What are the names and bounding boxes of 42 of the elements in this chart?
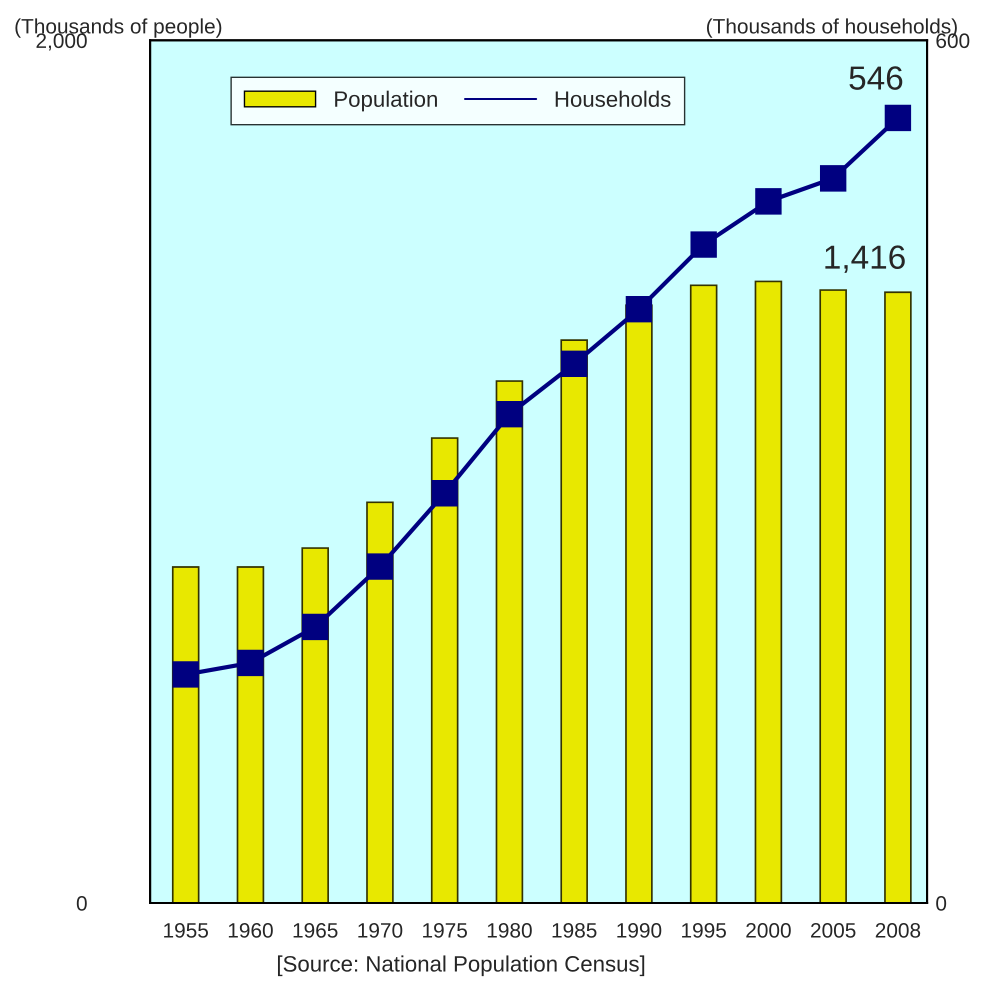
x-tick-label: 1995 [682, 923, 726, 938]
point [496, 400, 523, 428]
bar [884, 291, 912, 904]
x-tick-label: 1965 [294, 923, 338, 938]
bar [819, 289, 847, 904]
bar [690, 284, 718, 904]
x-tick-label: 1955 [164, 923, 208, 938]
y2-tick-label: 0 [936, 896, 946, 911]
x-tick-label: 1980 [488, 923, 532, 938]
bar [301, 547, 329, 904]
point [431, 480, 458, 506]
point [560, 350, 588, 378]
point [690, 231, 717, 258]
bar [560, 339, 588, 904]
x-tick-label: 1970 [358, 923, 402, 938]
x-tick-label: 1990 [617, 923, 662, 938]
annotation: 1,416 [825, 245, 905, 273]
legend-label: Population [335, 90, 437, 112]
point [366, 553, 394, 580]
x-tick-label: 1975 [423, 923, 467, 938]
bar [496, 380, 524, 904]
bar [754, 280, 782, 904]
bar [430, 437, 458, 904]
x-tick-label: 2005 [811, 923, 856, 938]
point [302, 614, 328, 640]
x-tick-label: 2000 [746, 923, 791, 938]
x-tick-label: 1985 [552, 923, 596, 938]
bar [625, 304, 653, 904]
x-tick-label: 2008 [876, 923, 920, 938]
point [820, 165, 846, 192]
bar [366, 501, 394, 904]
point [755, 188, 782, 215]
point [884, 104, 912, 132]
x-tick-label: 1960 [228, 923, 273, 938]
annotation: 546 [849, 66, 902, 90]
bar [172, 566, 200, 904]
bar [236, 566, 264, 904]
text: [Source: National Population Census] [278, 955, 644, 976]
point [626, 296, 652, 322]
legend-label: Households [556, 90, 670, 107]
point [237, 650, 264, 676]
point [172, 661, 199, 688]
